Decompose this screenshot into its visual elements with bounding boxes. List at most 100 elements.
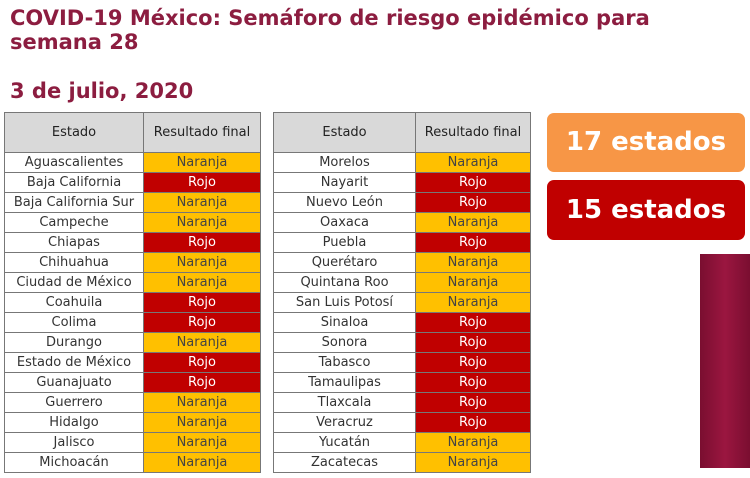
table-row: Durango Naranja <box>4 332 261 353</box>
state-name: San Luis Potosí <box>273 292 416 313</box>
result-cell: Rojo <box>143 292 261 313</box>
state-name: Zacatecas <box>273 452 416 473</box>
table-row: Campeche Naranja <box>4 212 261 233</box>
header-estado: Estado <box>4 112 144 153</box>
result-cell: Rojo <box>143 372 261 393</box>
state-name: Yucatán <box>273 432 416 453</box>
table-row: Michoacán Naranja <box>4 452 261 473</box>
state-name: Colima <box>4 312 144 333</box>
result-cell: Naranja <box>143 272 261 293</box>
result-cell: Rojo <box>415 192 531 213</box>
table-row: Guanajuato Rojo <box>4 372 261 393</box>
result-cell: Naranja <box>415 252 531 273</box>
header-resultado: Resultado final <box>415 112 531 153</box>
header-estado: Estado <box>273 112 416 153</box>
table-row: Chihuahua Naranja <box>4 252 261 273</box>
state-name: Coahuila <box>4 292 144 313</box>
result-cell: Rojo <box>415 372 531 393</box>
table-row: Ciudad de México Naranja <box>4 272 261 293</box>
result-cell: Naranja <box>143 452 261 473</box>
state-name: Nuevo León <box>273 192 416 213</box>
state-name: Morelos <box>273 152 416 173</box>
table-row: Aguascalientes Naranja <box>4 152 261 173</box>
result-cell: Naranja <box>415 212 531 233</box>
table-row: Zacatecas Naranja <box>273 452 531 473</box>
result-cell: Naranja <box>415 272 531 293</box>
table-row: Baja California Sur Naranja <box>4 192 261 213</box>
result-cell: Naranja <box>415 292 531 313</box>
table-row: Morelos Naranja <box>273 152 531 173</box>
state-name: Tlaxcala <box>273 392 416 413</box>
state-name: Oaxaca <box>273 212 416 233</box>
state-name: Hidalgo <box>4 412 144 433</box>
state-name: Baja California <box>4 172 144 193</box>
state-name: Guerrero <box>4 392 144 413</box>
state-name: Tabasco <box>273 352 416 373</box>
table-row: Estado de México Rojo <box>4 352 261 373</box>
result-cell: Naranja <box>415 152 531 173</box>
state-name: Baja California Sur <box>4 192 144 213</box>
state-name: Campeche <box>4 212 144 233</box>
table-row: Veracruz Rojo <box>273 412 531 433</box>
states-table-right: Estado Resultado final Morelos Naranja Nay… <box>273 112 531 473</box>
table-row: Nayarit Rojo <box>273 172 531 193</box>
table-row: San Luis Potosí Naranja <box>273 292 531 313</box>
state-name: Guanajuato <box>4 372 144 393</box>
state-name: Chiapas <box>4 232 144 253</box>
table-row: Tabasco Rojo <box>273 352 531 373</box>
table-row: Jalisco Naranja <box>4 432 261 453</box>
result-cell: Naranja <box>143 192 261 213</box>
rojo-count-box: 15 estados <box>547 180 745 240</box>
header-resultado: Resultado final <box>143 112 261 153</box>
state-name: Durango <box>4 332 144 353</box>
result-cell: Naranja <box>415 452 531 473</box>
result-cell: Rojo <box>415 352 531 373</box>
slide-title: COVID-19 México: Semáforo de riesgo epid… <box>10 6 650 54</box>
result-cell: Rojo <box>415 332 531 353</box>
states-table-left: Estado Resultado final Aguascalientes Nar… <box>4 112 261 473</box>
table-row: Guerrero Naranja <box>4 392 261 413</box>
result-cell: Naranja <box>143 152 261 173</box>
state-name: Querétaro <box>273 252 416 273</box>
result-cell: Naranja <box>143 432 261 453</box>
table-row: Sinaloa Rojo <box>273 312 531 333</box>
result-cell: Naranja <box>143 332 261 353</box>
result-cell: Naranja <box>143 252 261 273</box>
table-row: Baja California Rojo <box>4 172 261 193</box>
state-name: Chihuahua <box>4 252 144 273</box>
result-cell: Rojo <box>415 392 531 413</box>
table-row: Coahuila Rojo <box>4 292 261 313</box>
state-name: Ciudad de México <box>4 272 144 293</box>
result-cell: Rojo <box>415 232 531 253</box>
result-cell: Naranja <box>143 212 261 233</box>
table-row: Yucatán Naranja <box>273 432 531 453</box>
result-cell: Rojo <box>415 172 531 193</box>
result-cell: Naranja <box>143 392 261 413</box>
table-row: Sonora Rojo <box>273 332 531 353</box>
table-row: Quintana Roo Naranja <box>273 272 531 293</box>
result-cell: Rojo <box>415 312 531 333</box>
table-row: Chiapas Rojo <box>4 232 261 253</box>
result-cell: Rojo <box>143 312 261 333</box>
naranja-count-box: 17 estados <box>547 113 745 172</box>
state-name: Sonora <box>273 332 416 353</box>
table-row: Oaxaca Naranja <box>273 212 531 233</box>
state-name: Michoacán <box>4 452 144 473</box>
table-row: Puebla Rojo <box>273 232 531 253</box>
result-cell: Naranja <box>415 432 531 453</box>
table-row: Tamaulipas Rojo <box>273 372 531 393</box>
state-name: Puebla <box>273 232 416 253</box>
table-row: Nuevo León Rojo <box>273 192 531 213</box>
result-cell: Naranja <box>143 412 261 433</box>
table-row: Colima Rojo <box>4 312 261 333</box>
table-row: Tlaxcala Rojo <box>273 392 531 413</box>
state-name: Nayarit <box>273 172 416 193</box>
slide-date: 3 de julio, 2020 <box>10 79 194 103</box>
decorative-maroon-bar <box>700 254 750 468</box>
table-row: Hidalgo Naranja <box>4 412 261 433</box>
result-cell: Rojo <box>143 172 261 193</box>
state-name: Tamaulipas <box>273 372 416 393</box>
state-name: Veracruz <box>273 412 416 433</box>
result-cell: Rojo <box>415 412 531 433</box>
state-name: Quintana Roo <box>273 272 416 293</box>
